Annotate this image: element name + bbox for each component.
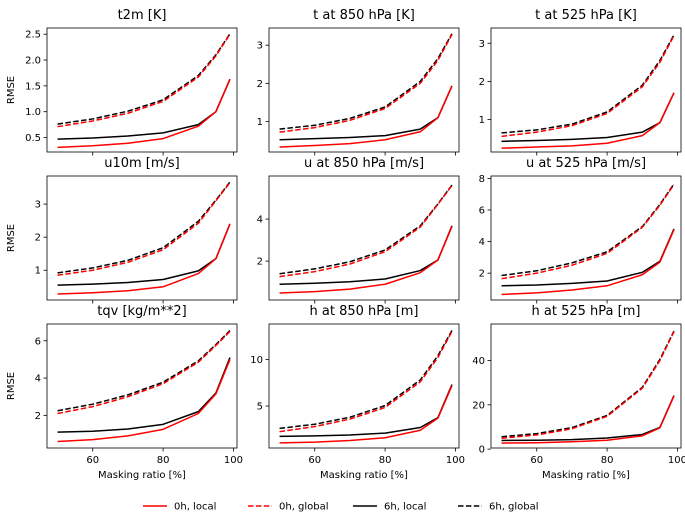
series-line-0h-global: [279, 34, 453, 133]
y-tick-label: 1: [35, 266, 41, 277]
panel-title: h at 525 hPa [m]: [532, 304, 641, 319]
panel-title: h at 850 hPa [m]: [310, 304, 419, 319]
series-line-0h-global: [57, 33, 231, 128]
y-tick-label: 2: [479, 77, 485, 88]
series-line-0h-global: [501, 331, 675, 440]
series-line-0h-global: [57, 182, 231, 276]
panel-frame: [268, 27, 460, 153]
series-line-0h-local: [501, 395, 675, 444]
y-axis-label: RMSE: [6, 224, 17, 252]
series-line-6h-global: [57, 329, 231, 412]
series-line-0h-global: [57, 330, 231, 415]
series-line-0h-local: [501, 229, 675, 296]
y-tick-label: 10: [250, 355, 263, 366]
y-tick-label: 2: [35, 411, 41, 422]
series-line-0h-global: [501, 184, 675, 280]
x-tick-label: 100: [224, 455, 243, 466]
legend-label: 6h, global: [489, 502, 539, 513]
y-tick-label: 1: [479, 115, 485, 126]
y-tick-label: 8: [479, 174, 485, 185]
x-tick-label: 60: [86, 455, 99, 466]
panel-title: t2m [K]: [118, 8, 167, 23]
series-line-6h-local: [501, 92, 675, 143]
panel-frame: [268, 323, 460, 449]
y-tick-label: 4: [479, 237, 485, 248]
panel-frame: [490, 27, 682, 153]
panel-title: t at 850 hPa [K]: [313, 8, 415, 23]
y-tick-label: 0: [479, 445, 485, 456]
series-line-0h-global: [501, 35, 675, 138]
y-tick-label: 1: [257, 117, 263, 128]
series-line-0h-local: [279, 385, 453, 444]
x-axis-label: Masking ratio [%]: [320, 470, 408, 481]
y-tick-label: 1.0: [25, 107, 41, 118]
series-line-6h-global: [279, 33, 453, 130]
legend-label: 6h, local: [384, 502, 426, 513]
y-tick-label: 4: [257, 215, 263, 226]
y-tick-label: 3: [35, 200, 41, 211]
y-axis-label: RMSE: [6, 76, 17, 104]
x-tick-label: 100: [446, 455, 465, 466]
y-tick-label: 3: [257, 41, 263, 52]
series-line-6h-global: [279, 330, 453, 430]
series-line-6h-local: [57, 357, 231, 433]
y-tick-label: 2.0: [25, 56, 41, 67]
x-axis-label: Masking ratio [%]: [98, 470, 186, 481]
series-line-6h-global: [57, 33, 231, 125]
x-tick-label: 100: [668, 455, 685, 466]
y-tick-label: 2: [35, 233, 41, 244]
x-tick-label: 80: [601, 455, 614, 466]
panel-title: u at 850 hPa [m/s]: [304, 156, 424, 171]
y-tick-label: 2.5: [25, 30, 41, 41]
y-axis-label: RMSE: [6, 372, 17, 400]
panel-title: u at 525 hPa [m/s]: [526, 156, 646, 171]
y-tick-label: 2: [257, 257, 263, 268]
y-tick-label: 2: [257, 79, 263, 90]
y-tick-label: 6: [479, 205, 485, 216]
panel-title: tqv [kg/m**2]: [97, 304, 186, 319]
y-tick-label: 6: [35, 336, 41, 347]
panel-title: u10m [m/s]: [104, 156, 180, 171]
x-axis-label: Masking ratio [%]: [542, 470, 630, 481]
series-line-6h-global: [501, 34, 675, 134]
series-line-6h-global: [501, 330, 675, 438]
series-line-6h-global: [279, 184, 453, 275]
x-tick-label: 80: [157, 455, 170, 466]
panel-frame: [490, 175, 682, 301]
y-tick-label: 1.5: [25, 81, 41, 92]
series-line-0h-global: [279, 331, 453, 433]
x-tick-label: 80: [379, 455, 392, 466]
series-line-6h-global: [501, 183, 675, 277]
series-line-0h-local: [501, 92, 675, 149]
x-tick-label: 60: [308, 455, 321, 466]
panel-frame: [490, 323, 682, 449]
panel-frame: [268, 175, 460, 301]
y-tick-label: 20: [472, 400, 485, 411]
panel-frame: [46, 323, 238, 449]
legend-label: 0h, local: [174, 502, 216, 513]
series-line-6h-local: [57, 78, 231, 140]
y-tick-label: 5: [257, 402, 263, 413]
y-tick-label: 40: [472, 356, 485, 367]
series-line-0h-local: [57, 359, 231, 443]
series-line-0h-local: [279, 226, 453, 294]
series-line-6h-global: [57, 181, 231, 274]
series-line-0h-local: [57, 223, 231, 295]
x-tick-label: 60: [530, 455, 543, 466]
y-tick-label: 3: [479, 39, 485, 50]
panel-title: t at 525 hPa [K]: [535, 8, 637, 23]
y-tick-label: 2: [479, 269, 485, 280]
series-line-6h-local: [279, 225, 453, 285]
y-tick-label: 4: [35, 374, 41, 385]
panel-frame: [46, 175, 238, 301]
series-line-0h-local: [279, 85, 453, 148]
series-line-0h-local: [57, 78, 231, 149]
panel-frame: [46, 27, 238, 153]
legend-label: 0h, global: [279, 502, 329, 513]
y-tick-label: 0.5: [25, 133, 41, 144]
series-line-0h-global: [279, 185, 453, 278]
